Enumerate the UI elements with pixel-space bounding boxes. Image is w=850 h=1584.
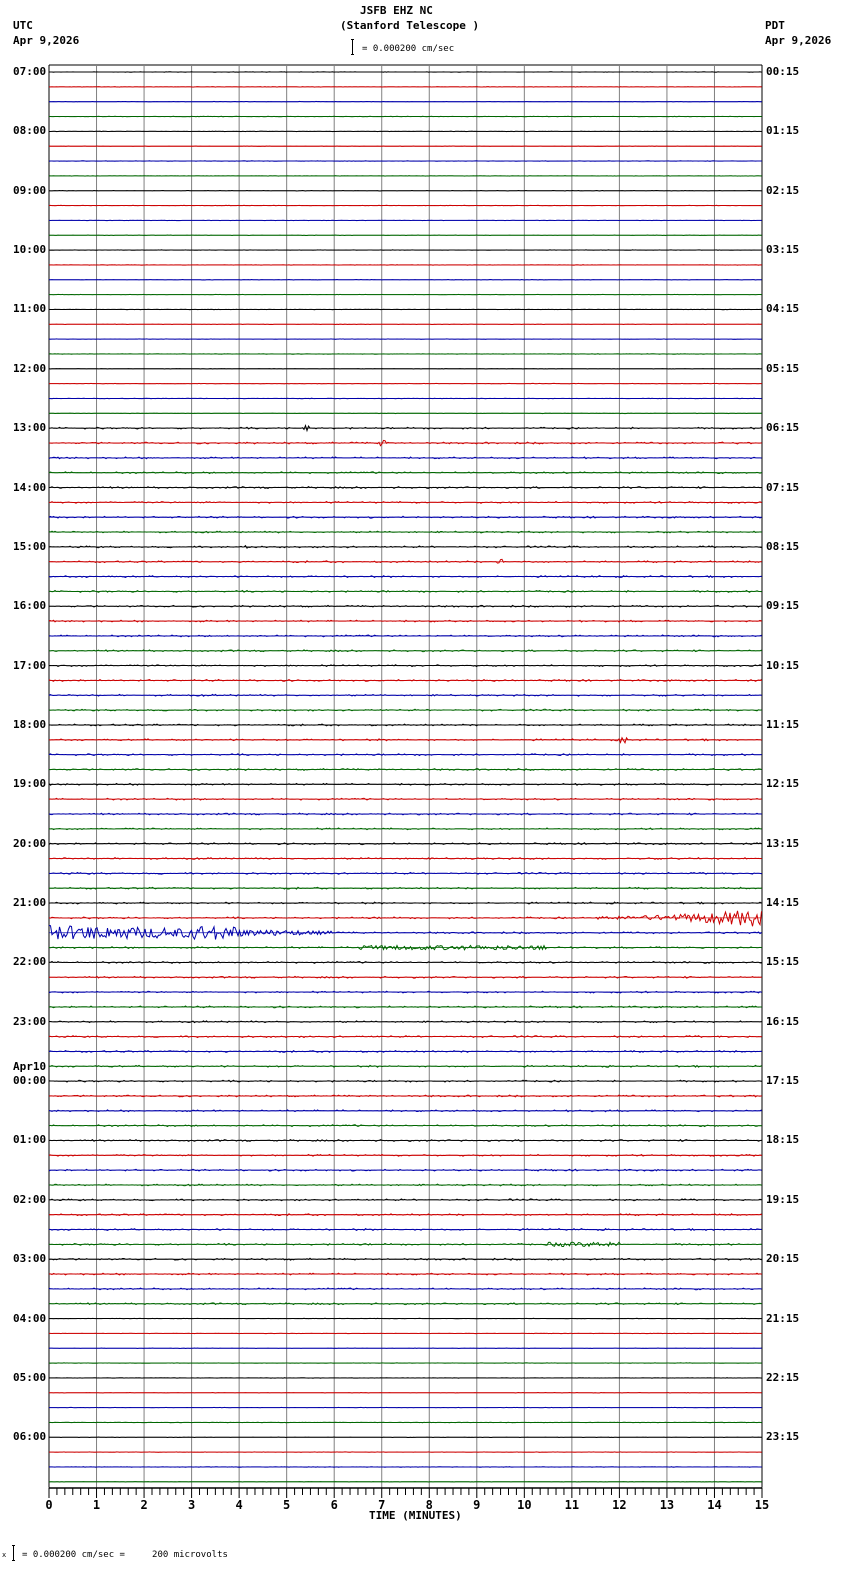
left-date: Apr 9,2026 xyxy=(13,34,80,47)
pdt-hour-label: 14:15 xyxy=(766,896,800,910)
utc-hour-label: 09:00 xyxy=(13,183,47,197)
station-title: JSFB EHZ NC xyxy=(360,4,433,17)
x-axis-label: TIME (MINUTES) xyxy=(369,1509,462,1522)
x-tick-label: 5 xyxy=(283,1498,290,1512)
pdt-hour-label: 22:15 xyxy=(766,1370,800,1384)
x-tick-label: 2 xyxy=(140,1498,147,1512)
scale-bar-icon xyxy=(351,39,354,55)
pdt-hour-label: 12:15 xyxy=(766,777,800,791)
x-tick-label: 15 xyxy=(755,1498,769,1512)
x-tick-label: 0 xyxy=(45,1498,52,1512)
utc-hour-label: 04:00 xyxy=(13,1311,47,1325)
x-tick-label: 9 xyxy=(473,1498,480,1512)
utc-hour-label: 18:00 xyxy=(13,717,47,731)
pdt-hour-label: 20:15 xyxy=(766,1252,800,1266)
pdt-hour-label: 01:15 xyxy=(766,124,800,138)
x-tick-label: 13 xyxy=(660,1498,674,1512)
pdt-hour-label: 03:15 xyxy=(766,243,800,257)
pdt-hour-label: 21:15 xyxy=(766,1311,800,1325)
utc-hour-label: 00:00 xyxy=(13,1074,47,1088)
utc-hour-label: 08:00 xyxy=(13,124,47,138)
utc-hour-label: 02:00 xyxy=(13,1192,47,1206)
utc-hour-label: 06:00 xyxy=(13,1430,47,1444)
pdt-hour-label: 11:15 xyxy=(766,717,800,731)
pdt-hour-label: 18:15 xyxy=(766,1133,800,1147)
scale-label: = 0.000200 cm/sec xyxy=(362,44,455,54)
utc-hour-label: 16:00 xyxy=(13,599,47,613)
utc-hour-label: 12:00 xyxy=(13,361,47,375)
utc-hour-label: 11:00 xyxy=(13,302,47,316)
utc-hour-label: 10:00 xyxy=(13,243,47,257)
pdt-hour-label: 13:15 xyxy=(766,836,800,850)
footer-scale-bar-icon xyxy=(12,1545,15,1561)
x-tick-label: 7 xyxy=(378,1498,385,1512)
utc-hour-label: 05:00 xyxy=(13,1370,47,1384)
pdt-hour-label: 05:15 xyxy=(766,361,800,375)
footer-scale-prefix: x xyxy=(2,1551,7,1559)
utc-hour-label: 22:00 xyxy=(13,955,47,969)
x-tick-label: 3 xyxy=(188,1498,195,1512)
site-name: (Stanford Telescope ) xyxy=(340,19,480,32)
x-tick-label: 6 xyxy=(331,1498,338,1512)
date-change-label: Apr10 xyxy=(13,1060,47,1074)
pdt-hour-label: 10:15 xyxy=(766,658,800,672)
utc-hour-label: 19:00 xyxy=(13,777,47,791)
pdt-hour-label: 19:15 xyxy=(766,1192,800,1206)
pdt-hour-label: 16:15 xyxy=(766,1014,800,1028)
pdt-hour-label: 09:15 xyxy=(766,599,800,613)
utc-hour-label: 21:00 xyxy=(13,896,47,910)
x-tick-label: 11 xyxy=(565,1498,579,1512)
x-tick-label: 8 xyxy=(426,1498,433,1512)
pdt-hour-label: 00:15 xyxy=(766,65,800,78)
x-tick-label: 1 xyxy=(93,1498,100,1512)
x-tick-label: 4 xyxy=(236,1498,243,1512)
right-date: Apr 9,2026 xyxy=(765,34,832,47)
utc-hour-label: 13:00 xyxy=(13,421,47,435)
pdt-hour-label: 06:15 xyxy=(766,421,800,435)
pdt-hour-label: 17:15 xyxy=(766,1074,800,1088)
utc-hour-label: 07:00 xyxy=(13,65,47,78)
x-tick-label: 10 xyxy=(517,1498,531,1512)
pdt-hour-label: 08:15 xyxy=(766,539,800,553)
x-tick-label: 14 xyxy=(707,1498,721,1512)
right-timezone: PDT xyxy=(765,19,785,32)
left-timezone: UTC xyxy=(13,19,33,32)
utc-hour-label: 17:00 xyxy=(13,658,47,672)
pdt-hour-label: 23:15 xyxy=(766,1430,800,1444)
utc-hour-label: 01:00 xyxy=(13,1133,47,1147)
pdt-hour-label: 02:15 xyxy=(766,183,800,197)
utc-hour-label: 23:00 xyxy=(13,1014,47,1028)
footer-scale-note: = 0.000200 cm/sec = 200 microvolts xyxy=(22,1550,228,1560)
pdt-hour-label: 04:15 xyxy=(766,302,800,316)
utc-hour-label: 20:00 xyxy=(13,836,47,850)
pdt-hour-label: 15:15 xyxy=(766,955,800,969)
pdt-hour-label: 07:15 xyxy=(766,480,800,494)
utc-hour-label: 15:00 xyxy=(13,539,47,553)
utc-hour-label: 03:00 xyxy=(13,1252,47,1266)
x-tick-label: 12 xyxy=(612,1498,626,1512)
utc-hour-label: 14:00 xyxy=(13,480,47,494)
